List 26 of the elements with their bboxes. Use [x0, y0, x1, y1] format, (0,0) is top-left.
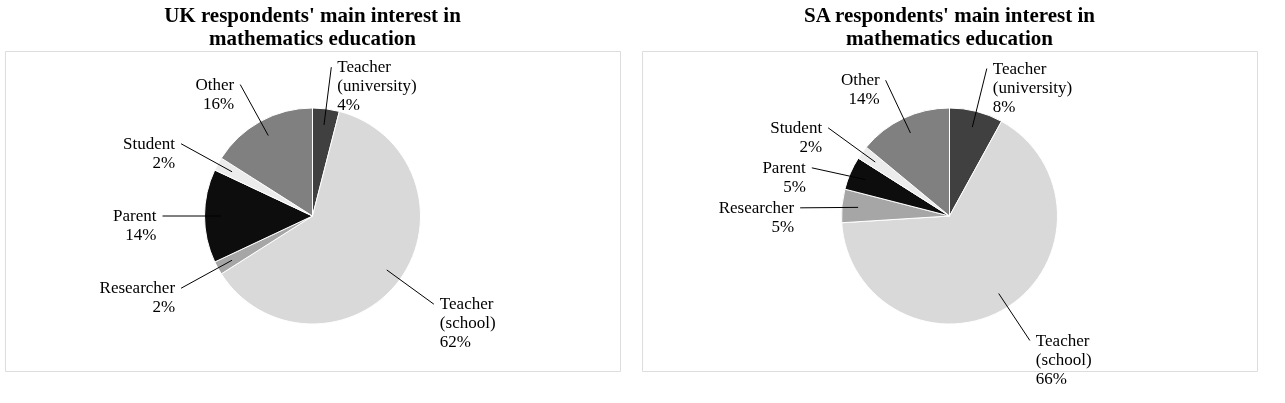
- data-label: 62%: [439, 332, 472, 352]
- data-label: 4%: [337, 95, 360, 115]
- data-label: 5%: [771, 216, 795, 236]
- chart-title: SA respondents' main interest in mathematics education: [804, 3, 1096, 50]
- data-label: 5%: [783, 176, 806, 196]
- data-label: 14%: [125, 225, 157, 244]
- chart-title: UK respondents' main interest in mathematics education: [164, 3, 462, 50]
- data-label: 2%: [152, 152, 176, 172]
- slice-label: Other: [840, 70, 880, 90]
- data-label: 16%: [203, 93, 235, 113]
- data-label: 2%: [152, 297, 176, 317]
- data-label: 8%: [992, 96, 1016, 116]
- slice-label: Teacher (school): [1035, 330, 1092, 369]
- data-label: 66%: [1035, 368, 1068, 388]
- slice-label: Student: [770, 117, 823, 137]
- slice-label: Student: [123, 133, 176, 153]
- slice-label: Other: [195, 74, 235, 94]
- slice-label: Parent: [762, 157, 807, 177]
- slice-label: Parent: [113, 206, 157, 225]
- slice-label: Teacher (university): [992, 58, 1073, 97]
- slice-label: Researcher: [718, 197, 795, 217]
- slice-label: Researcher: [99, 278, 176, 298]
- data-label: 14%: [848, 89, 880, 109]
- slice-label: Teacher (school): [439, 294, 496, 333]
- data-label: 2%: [799, 136, 823, 156]
- slice-label: Teacher (university): [337, 57, 417, 96]
